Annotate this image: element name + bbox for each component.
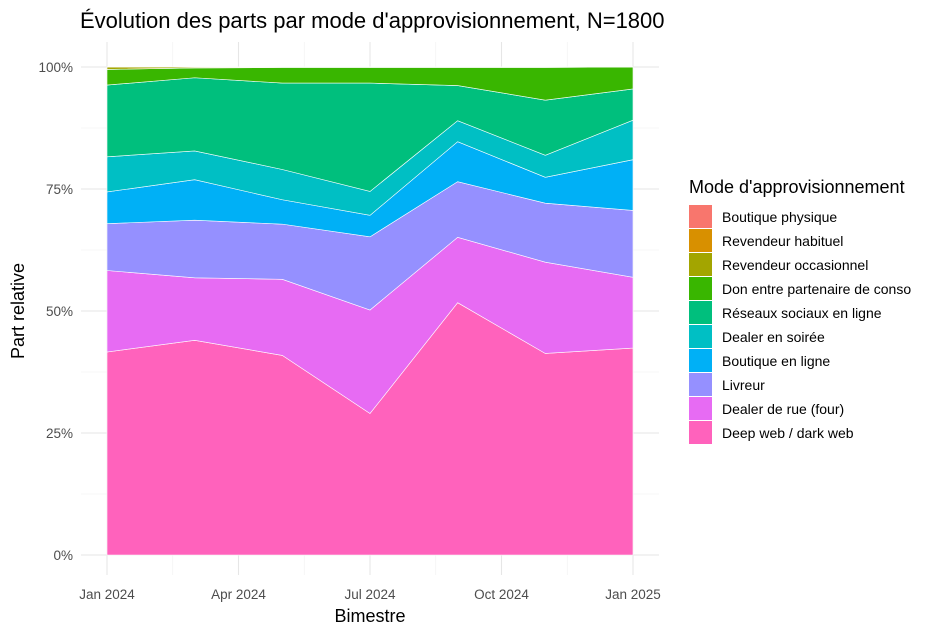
- legend-swatch: [689, 301, 712, 324]
- y-tick-label: 75%: [46, 182, 73, 197]
- legend-swatch: [689, 277, 712, 300]
- legend-label: Boutique en ligne: [722, 353, 830, 369]
- y-axis-title: Part relative: [8, 263, 28, 359]
- legend-label: Don entre partenaire de conso: [722, 281, 911, 297]
- legend-swatch: [689, 325, 712, 348]
- chart-title: Évolution des parts par mode d'approvisi…: [80, 8, 665, 33]
- legend-label: Deep web / dark web: [722, 425, 854, 441]
- y-tick-label: 100%: [38, 60, 73, 75]
- legend-label: Revendeur occasionnel: [722, 257, 868, 273]
- y-tick-label: 0%: [53, 548, 73, 563]
- legend-swatch: [689, 421, 712, 444]
- legend-label: Dealer de rue (four): [722, 401, 844, 417]
- x-axis-title: Bimestre: [334, 606, 405, 626]
- legend-title: Mode d'approvisionnement: [689, 177, 905, 197]
- y-tick-label: 25%: [46, 426, 73, 441]
- x-tick-label: Oct 2024: [474, 587, 529, 602]
- x-axis-ticks: Jan 2024 Apr 2024 Jul 2024 Oct 2024 Jan 2025: [79, 587, 661, 602]
- x-tick-label: Jan 2024: [79, 587, 135, 602]
- legend-label: Dealer en soirée: [722, 329, 825, 345]
- legend-label: Réseaux sociaux en ligne: [722, 305, 882, 321]
- stacked-areas: [106, 66, 634, 556]
- legend-label: Revendeur habituel: [722, 233, 843, 249]
- legend-swatch: [689, 349, 712, 372]
- x-tick-label: Jul 2024: [344, 587, 396, 602]
- legend-swatch: [689, 205, 712, 228]
- legend-label: Livreur: [722, 377, 765, 393]
- legend-swatch: [689, 397, 712, 420]
- x-tick-label: Apr 2024: [211, 587, 266, 602]
- legend-swatch: [689, 229, 712, 252]
- y-axis-ticks: 0% 25% 50% 75% 100%: [38, 60, 73, 563]
- legend-swatch: [689, 373, 712, 396]
- y-tick-label: 50%: [46, 304, 73, 319]
- legend-swatch: [689, 253, 712, 276]
- legend-label: Boutique physique: [722, 209, 837, 225]
- x-tick-label: Jan 2025: [605, 587, 661, 602]
- legend: Mode d'approvisionnement Boutique physiq…: [689, 177, 911, 444]
